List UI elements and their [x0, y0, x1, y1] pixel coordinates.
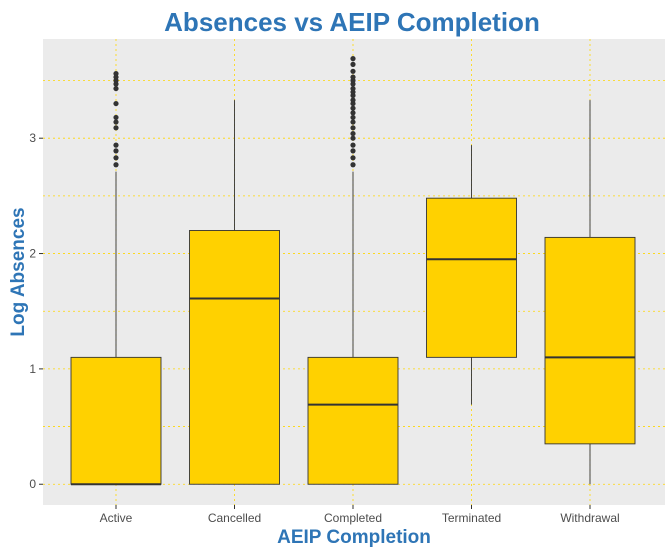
- boxes: [70, 56, 636, 486]
- outlier-point: [350, 142, 356, 148]
- outlier-point: [350, 155, 356, 161]
- outlier-point: [113, 119, 119, 125]
- outlier-point: [350, 105, 356, 111]
- outlier-point: [350, 68, 356, 74]
- outlier-point: [350, 97, 356, 103]
- outlier-point: [350, 148, 356, 154]
- box-iqr: [426, 197, 517, 358]
- outlier-point: [113, 85, 119, 92]
- outlier-point: [350, 85, 356, 92]
- x-axis-ticks: Active Cancelled Completed Terminated Withdr…: [100, 505, 620, 525]
- box-iqr: [70, 356, 162, 485]
- outlier-point: [113, 148, 119, 154]
- box-iqr: [189, 230, 280, 485]
- outlier-point: [113, 142, 119, 148]
- outlier-point: [350, 119, 356, 125]
- x-tick-label: Active: [100, 511, 133, 525]
- box-iqr: [307, 356, 399, 485]
- outlier-point: [350, 74, 356, 80]
- outlier-point: [350, 135, 356, 141]
- box-cancelled: [189, 100, 280, 485]
- outlier-point: [350, 130, 356, 137]
- y-tick-label: 3: [29, 131, 36, 145]
- outlier-point: [350, 110, 356, 116]
- outlier-point: [350, 125, 356, 131]
- outlier-point: [113, 162, 119, 168]
- y-tick-label: 0: [29, 477, 36, 491]
- outlier-point: [350, 56, 356, 62]
- x-tick-label: Withdrawal: [560, 511, 619, 525]
- y-axis-ticks: 0 1 2 3: [29, 131, 43, 491]
- box-iqr: [544, 236, 636, 445]
- chart-title: Absences vs AEIP Completion: [164, 7, 540, 37]
- outlier-point: [113, 155, 119, 161]
- y-tick-label: 1: [29, 362, 36, 376]
- x-tick-label: Cancelled: [208, 511, 261, 525]
- outlier-point: [350, 162, 356, 168]
- y-tick-label: 2: [29, 247, 36, 261]
- outlier-point: [350, 114, 356, 121]
- outlier-point: [350, 61, 356, 67]
- outlier-point: [113, 71, 119, 77]
- outlier-point: [113, 114, 119, 121]
- box-active: [70, 71, 162, 486]
- outlier-point: [113, 100, 119, 107]
- x-tick-label: Terminated: [442, 511, 501, 525]
- x-tick-label: Completed: [324, 511, 382, 525]
- box-terminated: [426, 145, 517, 405]
- box-withdrawal: [544, 100, 636, 485]
- y-axis-title: Log Absences: [8, 207, 29, 336]
- outlier-point: [113, 125, 119, 131]
- x-axis-title: AEIP Completion: [277, 527, 431, 548]
- box-completed: [307, 56, 399, 485]
